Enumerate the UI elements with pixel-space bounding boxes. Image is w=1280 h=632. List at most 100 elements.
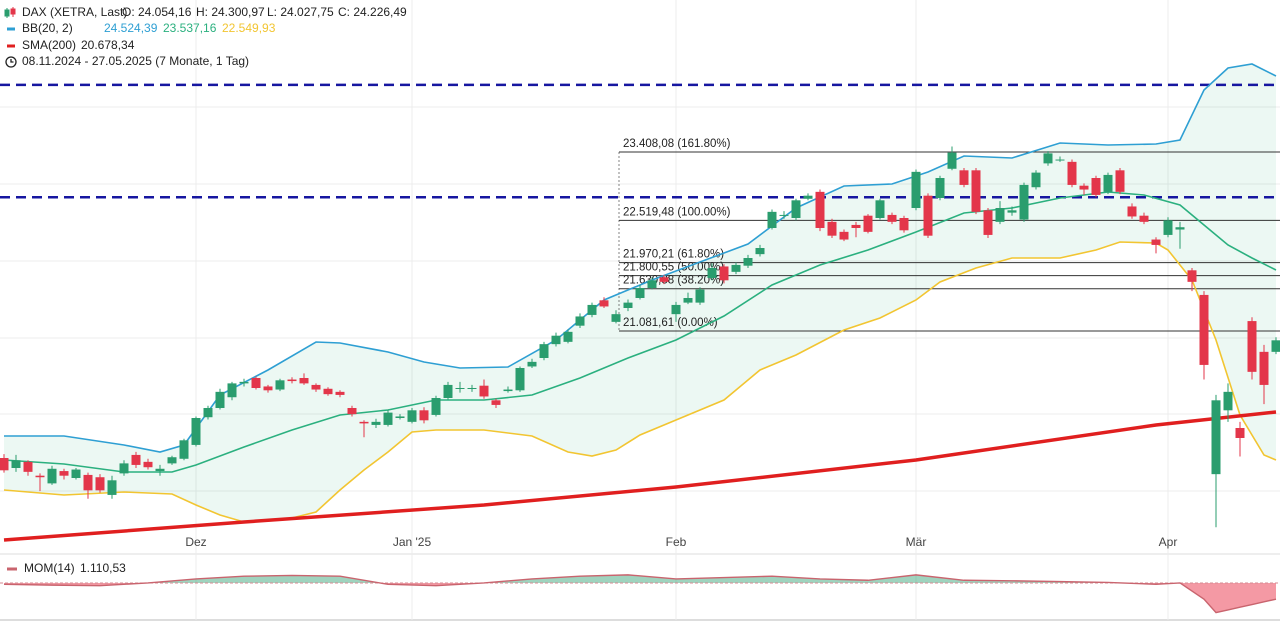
legend-title: DAX (XETRA, Last) xyxy=(22,5,127,19)
legend-high: H: 24.300,97 xyxy=(196,5,265,19)
candle-body xyxy=(612,314,621,322)
candle-body xyxy=(24,462,33,472)
candle-body xyxy=(840,232,849,240)
candle-body xyxy=(12,460,21,468)
legend-bb-middle: 23.537,16 xyxy=(163,21,217,35)
candle-body xyxy=(1128,206,1137,216)
candle-body xyxy=(984,210,993,235)
candle-body xyxy=(708,268,717,278)
candle-body xyxy=(156,469,165,471)
candle-body xyxy=(1212,400,1221,474)
candle-body xyxy=(960,170,969,185)
candle-body xyxy=(36,476,45,478)
candle-body xyxy=(1068,162,1077,185)
candle-body xyxy=(168,457,177,463)
candle-body xyxy=(1224,392,1233,410)
candle-body xyxy=(192,418,201,445)
candle-body xyxy=(252,378,261,388)
candle-body xyxy=(816,192,825,228)
candle-body xyxy=(396,416,405,418)
candle-body xyxy=(924,196,933,236)
candle-body xyxy=(1152,240,1161,245)
candle-body xyxy=(72,470,81,478)
candle-body xyxy=(432,398,441,415)
candle-body xyxy=(1044,153,1053,163)
candle-body xyxy=(1200,295,1209,365)
candle-body xyxy=(264,386,273,390)
candle-body xyxy=(864,216,873,232)
candle-body xyxy=(1080,186,1089,190)
candle-body xyxy=(348,408,357,414)
candle-body xyxy=(516,368,525,390)
candle-body xyxy=(1020,185,1029,220)
candle-body xyxy=(600,300,609,306)
legend-bb: BB(20, 2) xyxy=(22,21,73,35)
candle-body xyxy=(648,280,657,288)
candle-body xyxy=(588,305,597,315)
legend-bb-upper: 24.524,39 xyxy=(104,21,158,35)
candle-body xyxy=(276,380,285,389)
fib-label: 22.519,48 (100.00%) xyxy=(623,206,731,218)
candle-body xyxy=(360,422,369,424)
candle-body xyxy=(456,388,465,389)
candle-body xyxy=(240,382,249,384)
candle-body xyxy=(576,316,585,325)
candle-body xyxy=(180,440,189,458)
candle-body xyxy=(300,378,309,383)
candle-body xyxy=(660,277,669,282)
legend-open: O: 24.054,16 xyxy=(122,5,192,19)
candle-body xyxy=(1248,321,1257,372)
candle-body xyxy=(408,410,417,422)
x-tick-label: Apr xyxy=(1159,535,1178,549)
x-tick-label: Dez xyxy=(185,535,206,549)
candle-body xyxy=(720,266,729,280)
candle-body xyxy=(60,471,69,476)
candle-body xyxy=(624,303,633,308)
candle-body xyxy=(684,298,693,303)
candle-body xyxy=(84,475,93,490)
candle-body xyxy=(780,215,789,216)
candle-body xyxy=(288,380,297,382)
candle-body xyxy=(852,225,861,228)
candle-body xyxy=(96,477,105,490)
candle-body xyxy=(1260,352,1269,385)
candle-body xyxy=(1236,428,1245,438)
candle-body xyxy=(744,258,753,266)
candle-body xyxy=(216,392,225,408)
candle-body xyxy=(1272,340,1280,352)
candle-body xyxy=(792,200,801,218)
clock-icon xyxy=(6,57,16,67)
candle-body xyxy=(804,196,813,199)
candle-body xyxy=(1188,270,1197,282)
candle-body xyxy=(672,305,681,314)
candle-body xyxy=(372,422,381,425)
candle-body xyxy=(120,463,129,473)
candle-body xyxy=(480,386,489,397)
legend-mom: MOM(14) xyxy=(24,561,75,575)
candle-body xyxy=(1176,227,1185,229)
candle-body xyxy=(468,388,477,389)
legend-sma: SMA(200) xyxy=(22,38,76,52)
candle-body xyxy=(540,344,549,358)
candle-body xyxy=(972,170,981,212)
candle-body xyxy=(1056,160,1065,161)
fib-label: 23.408,08 (161.80%) xyxy=(623,138,731,150)
candle-body xyxy=(444,385,453,398)
momentum-area-positive xyxy=(4,575,1276,613)
candle-body xyxy=(1140,216,1149,222)
candle-body xyxy=(888,215,897,222)
candle-body xyxy=(900,218,909,230)
candle-body xyxy=(492,400,501,405)
candle-body xyxy=(48,469,57,484)
candle-body xyxy=(384,413,393,425)
candle-body xyxy=(876,200,885,218)
candle-body xyxy=(768,212,777,228)
candle-body xyxy=(204,408,213,417)
candle-body xyxy=(420,410,429,420)
legend-mom-value: 1.110,53 xyxy=(80,561,126,575)
legend-sma-value: 20.678,34 xyxy=(81,38,135,52)
candle-body xyxy=(552,336,561,344)
